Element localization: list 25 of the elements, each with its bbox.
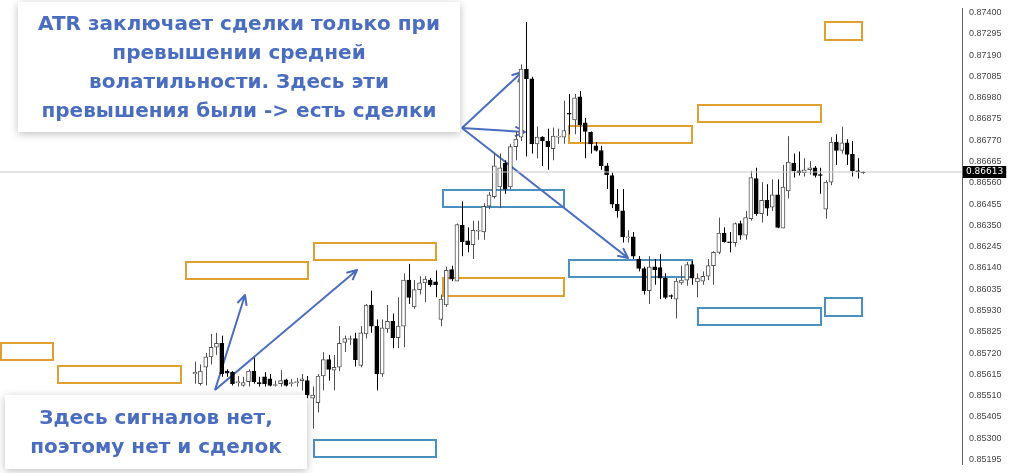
y-tick-label: 0.85615 (969, 368, 1002, 379)
y-tick-label: 0.85405 (969, 411, 1002, 422)
y-tick-label: 0.86035 (969, 283, 1002, 294)
y-tick-label: 0.86350 (969, 219, 1002, 230)
y-tick-label: 0.86665 (969, 155, 1002, 166)
y-tick-label: 0.87190 (969, 49, 1002, 60)
y-tick-label: 0.85300 (969, 432, 1002, 443)
y-tick-label: 0.86770 (969, 134, 1002, 145)
y-tick-label: 0.87085 (969, 70, 1002, 81)
y-tick-label: 0.86455 (969, 198, 1002, 209)
y-tick-label: 0.86140 (969, 262, 1002, 273)
y-tick-label: 0.85825 (969, 326, 1002, 337)
y-tick-label: 0.87295 (969, 28, 1002, 39)
y-tick-label: 0.85195 (969, 454, 1002, 465)
y-tick-label: 0.86560 (969, 177, 1002, 188)
y-tick-label: 0.86875 (969, 113, 1002, 124)
y-tick-label: 0.85720 (969, 347, 1002, 358)
y-tick-label: 0.85510 (969, 390, 1002, 401)
y-tick-label: 0.85930 (969, 304, 1002, 315)
y-tick-label: 0.86980 (969, 92, 1002, 103)
annotation: Здесь сигналов нет, поэтому нет и сделок (5, 395, 307, 469)
y-tick-label: 0.87400 (969, 6, 1002, 17)
annotation: ATR заключает сделки только при превышении средней волатильности. Здесь эти превышения были -> есть сделки (18, 2, 460, 132)
ref-line-label: 0.86613 (966, 166, 1004, 177)
y-tick-label: 0.86245 (969, 241, 1002, 252)
